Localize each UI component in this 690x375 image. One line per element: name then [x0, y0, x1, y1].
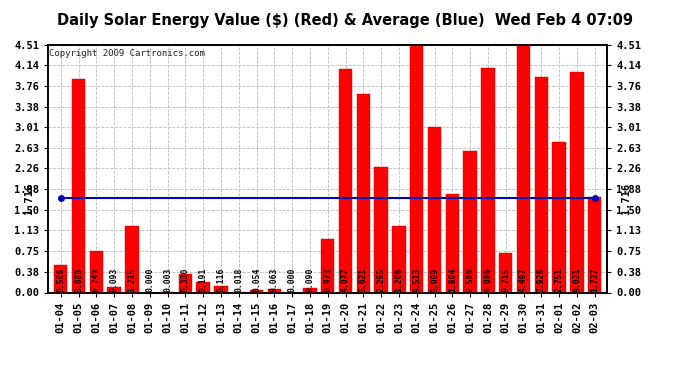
Text: 0.116: 0.116 [217, 268, 226, 292]
Bar [446, 194, 459, 292]
Bar [428, 128, 441, 292]
Text: 0.973: 0.973 [323, 268, 333, 292]
Bar [54, 265, 68, 292]
Bar [90, 251, 103, 292]
Bar [588, 197, 602, 292]
Text: 4.497: 4.497 [519, 268, 528, 292]
Bar [410, 45, 424, 292]
Bar [215, 286, 228, 292]
Text: 0.330: 0.330 [181, 268, 190, 292]
Bar [179, 274, 192, 292]
Bar [197, 282, 210, 292]
Bar [357, 94, 370, 292]
Text: 1.737: 1.737 [590, 268, 599, 292]
Text: 1.804: 1.804 [448, 268, 457, 292]
Bar [481, 68, 495, 292]
Bar [268, 289, 281, 292]
Text: 2.586: 2.586 [466, 268, 475, 292]
Bar [339, 69, 352, 292]
Text: 1.215: 1.215 [128, 268, 137, 292]
Text: 0.000: 0.000 [288, 268, 297, 292]
Bar [464, 151, 477, 292]
Text: 2.295: 2.295 [377, 268, 386, 292]
Text: 0.749: 0.749 [92, 268, 101, 292]
Bar [375, 166, 388, 292]
Bar [553, 141, 566, 292]
Bar [321, 239, 335, 292]
Bar [108, 287, 121, 292]
Text: 0.000: 0.000 [146, 268, 155, 292]
Text: 3.621: 3.621 [359, 268, 368, 292]
Text: 1.206: 1.206 [395, 268, 404, 292]
Text: 0.093: 0.093 [110, 268, 119, 292]
Bar [72, 79, 86, 292]
Text: Copyright 2009 Cartronics.com: Copyright 2009 Cartronics.com [50, 49, 206, 58]
Text: 0.506: 0.506 [57, 268, 66, 292]
Text: 4.077: 4.077 [341, 268, 350, 292]
Text: Daily Solar Energy Value ($) (Red) & Average (Blue)  Wed Feb 4 07:09: Daily Solar Energy Value ($) (Red) & Ave… [57, 13, 633, 28]
Text: 0.054: 0.054 [252, 268, 261, 292]
Text: 0.191: 0.191 [199, 268, 208, 292]
Bar [126, 226, 139, 292]
Bar [232, 291, 246, 292]
Text: 3.926: 3.926 [537, 268, 546, 292]
Bar [570, 72, 584, 292]
Bar [499, 253, 513, 292]
Text: 4.086: 4.086 [484, 268, 493, 292]
Text: 1.716: 1.716 [622, 183, 631, 214]
Bar [393, 226, 406, 292]
Text: 3.009: 3.009 [430, 268, 439, 292]
Bar [517, 46, 530, 292]
Text: 4.513: 4.513 [412, 268, 422, 292]
Bar [250, 290, 263, 292]
Text: 0.018: 0.018 [234, 268, 244, 292]
Text: 0.003: 0.003 [163, 268, 172, 292]
Bar [304, 288, 317, 292]
Text: 3.888: 3.888 [74, 268, 83, 292]
Text: 0.063: 0.063 [270, 268, 279, 292]
Bar [535, 77, 548, 292]
Text: 0.090: 0.090 [306, 268, 315, 292]
Text: 2.751: 2.751 [555, 268, 564, 292]
Text: 1.716: 1.716 [24, 183, 34, 214]
Text: 0.715: 0.715 [501, 268, 510, 292]
Text: 4.021: 4.021 [573, 268, 582, 292]
